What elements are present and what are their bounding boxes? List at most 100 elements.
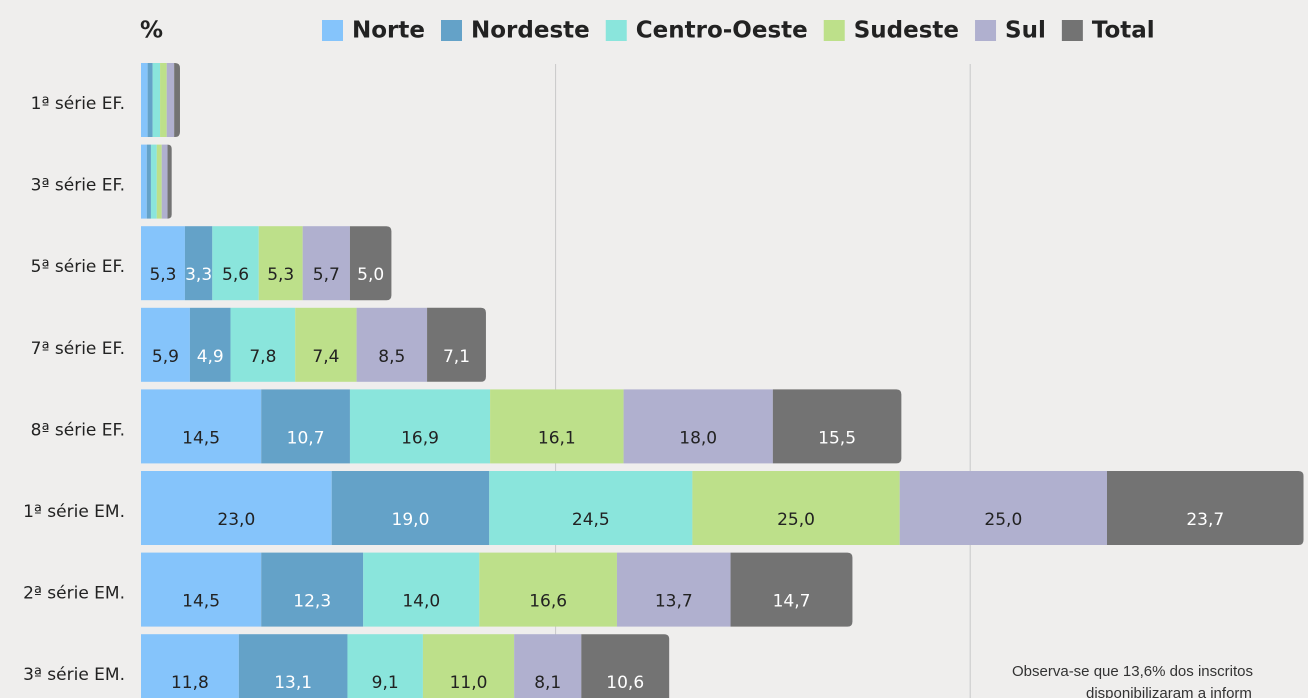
bar-segment bbox=[141, 471, 332, 545]
value-label: 5,0 bbox=[357, 265, 384, 285]
annotation: Observa-se que 13,6% dos inscritos bbox=[1012, 663, 1253, 680]
bar-segment bbox=[261, 552, 364, 627]
bar-segment bbox=[302, 226, 350, 301]
category-label: 5ª série EF. bbox=[31, 257, 125, 277]
value-label: 13,1 bbox=[274, 673, 312, 693]
bar-segment bbox=[150, 144, 157, 219]
bar-segment bbox=[166, 63, 175, 137]
category-label: 2ª série EM. bbox=[23, 584, 125, 604]
bar-segment bbox=[514, 634, 582, 698]
bar-segment bbox=[489, 471, 693, 545]
value-label: 7,1 bbox=[443, 347, 470, 367]
value-label: 14,7 bbox=[773, 592, 811, 612]
value-label: 9,1 bbox=[372, 673, 399, 693]
value-label: 16,6 bbox=[529, 592, 567, 612]
value-label: 4,9 bbox=[197, 347, 224, 367]
bar-segment bbox=[356, 307, 428, 382]
legend-swatch bbox=[1061, 20, 1083, 41]
legend-label: Sul bbox=[1005, 18, 1046, 44]
bar-segment bbox=[141, 226, 185, 301]
category-label: 8ª série EF. bbox=[31, 420, 125, 440]
bar-segment bbox=[1106, 471, 1304, 545]
value-label: 11,8 bbox=[171, 673, 209, 693]
bar-segment bbox=[730, 552, 853, 627]
bar-segment bbox=[422, 634, 515, 698]
bar-segment bbox=[174, 63, 180, 137]
bar-segment bbox=[141, 634, 239, 698]
bar-segment bbox=[899, 471, 1107, 545]
bar-segment bbox=[331, 471, 490, 545]
bar-segment bbox=[490, 389, 624, 464]
bar-segment bbox=[156, 144, 162, 219]
bar-segment bbox=[146, 144, 151, 219]
value-label: 25,0 bbox=[984, 510, 1022, 530]
value-label: 12,3 bbox=[293, 592, 331, 612]
bar-segment bbox=[230, 307, 296, 382]
bar-segment bbox=[581, 634, 670, 698]
bar-segment bbox=[141, 389, 262, 464]
annotation: disponibilizaram a inform bbox=[1086, 685, 1252, 698]
category-label: 3ª série EM. bbox=[23, 665, 125, 685]
bar-segment bbox=[141, 552, 262, 627]
bar-segment bbox=[167, 144, 172, 219]
bar-segment bbox=[623, 389, 773, 464]
bar-segment bbox=[363, 552, 480, 627]
value-label: 16,1 bbox=[538, 428, 576, 448]
legend-label: Centro-Oeste bbox=[636, 18, 808, 44]
category-label: 1ª série EF. bbox=[31, 94, 125, 114]
value-label: 23,7 bbox=[1186, 510, 1224, 530]
value-label: 14,5 bbox=[182, 428, 220, 448]
value-label: 14,5 bbox=[182, 592, 220, 612]
bar-segment bbox=[261, 389, 350, 464]
bar-segment bbox=[349, 389, 491, 464]
value-label: 5,9 bbox=[152, 347, 179, 367]
legend-swatch bbox=[605, 20, 627, 41]
bar-segment bbox=[189, 307, 231, 382]
bar-segment bbox=[160, 63, 167, 137]
category-label: 3ª série EF. bbox=[31, 176, 125, 196]
bar-segment bbox=[184, 226, 213, 301]
legend-label: Nordeste bbox=[471, 18, 590, 44]
value-label: 5,7 bbox=[313, 265, 340, 285]
bar-segment bbox=[772, 389, 902, 464]
value-label: 5,6 bbox=[222, 265, 249, 285]
bar-segment bbox=[147, 63, 153, 137]
bar-segment bbox=[152, 63, 161, 137]
bar-segment bbox=[692, 471, 900, 545]
legend-swatch bbox=[322, 20, 343, 41]
value-label: 23,0 bbox=[217, 510, 255, 530]
bar-segment bbox=[141, 307, 190, 382]
bar-segment bbox=[427, 307, 486, 382]
legend-swatch bbox=[823, 20, 845, 41]
value-label: 14,0 bbox=[402, 592, 440, 612]
category-label: 1ª série EM. bbox=[23, 502, 125, 522]
value-label: 11,0 bbox=[450, 673, 488, 693]
value-label: 15,5 bbox=[818, 428, 856, 448]
bar-segment bbox=[347, 634, 423, 698]
value-label: 5,3 bbox=[267, 265, 294, 285]
bar-segment bbox=[295, 307, 357, 382]
value-label: 5,3 bbox=[149, 265, 176, 285]
bar-segment bbox=[141, 63, 148, 137]
value-label: 18,0 bbox=[679, 428, 717, 448]
legend-label: Norte bbox=[352, 18, 425, 44]
category-label: 7ª série EF. bbox=[31, 339, 125, 359]
legend-label: Sudeste bbox=[854, 18, 959, 44]
value-label: 3,3 bbox=[185, 265, 212, 285]
legend-swatch bbox=[441, 20, 462, 41]
legend-swatch bbox=[975, 20, 997, 41]
bar-segment bbox=[212, 226, 259, 301]
bar-segment bbox=[616, 552, 731, 627]
bar-segment bbox=[141, 144, 147, 219]
value-label: 8,5 bbox=[378, 347, 405, 367]
value-label: 19,0 bbox=[392, 510, 430, 530]
value-label: 7,4 bbox=[312, 347, 339, 367]
bar-segment bbox=[349, 226, 392, 301]
value-label: 8,1 bbox=[534, 673, 561, 693]
value-label: 24,5 bbox=[572, 510, 610, 530]
value-label: 16,9 bbox=[401, 428, 439, 448]
bar-segment bbox=[258, 226, 303, 301]
bar-segment bbox=[479, 552, 617, 627]
value-label: 10,7 bbox=[287, 428, 325, 448]
